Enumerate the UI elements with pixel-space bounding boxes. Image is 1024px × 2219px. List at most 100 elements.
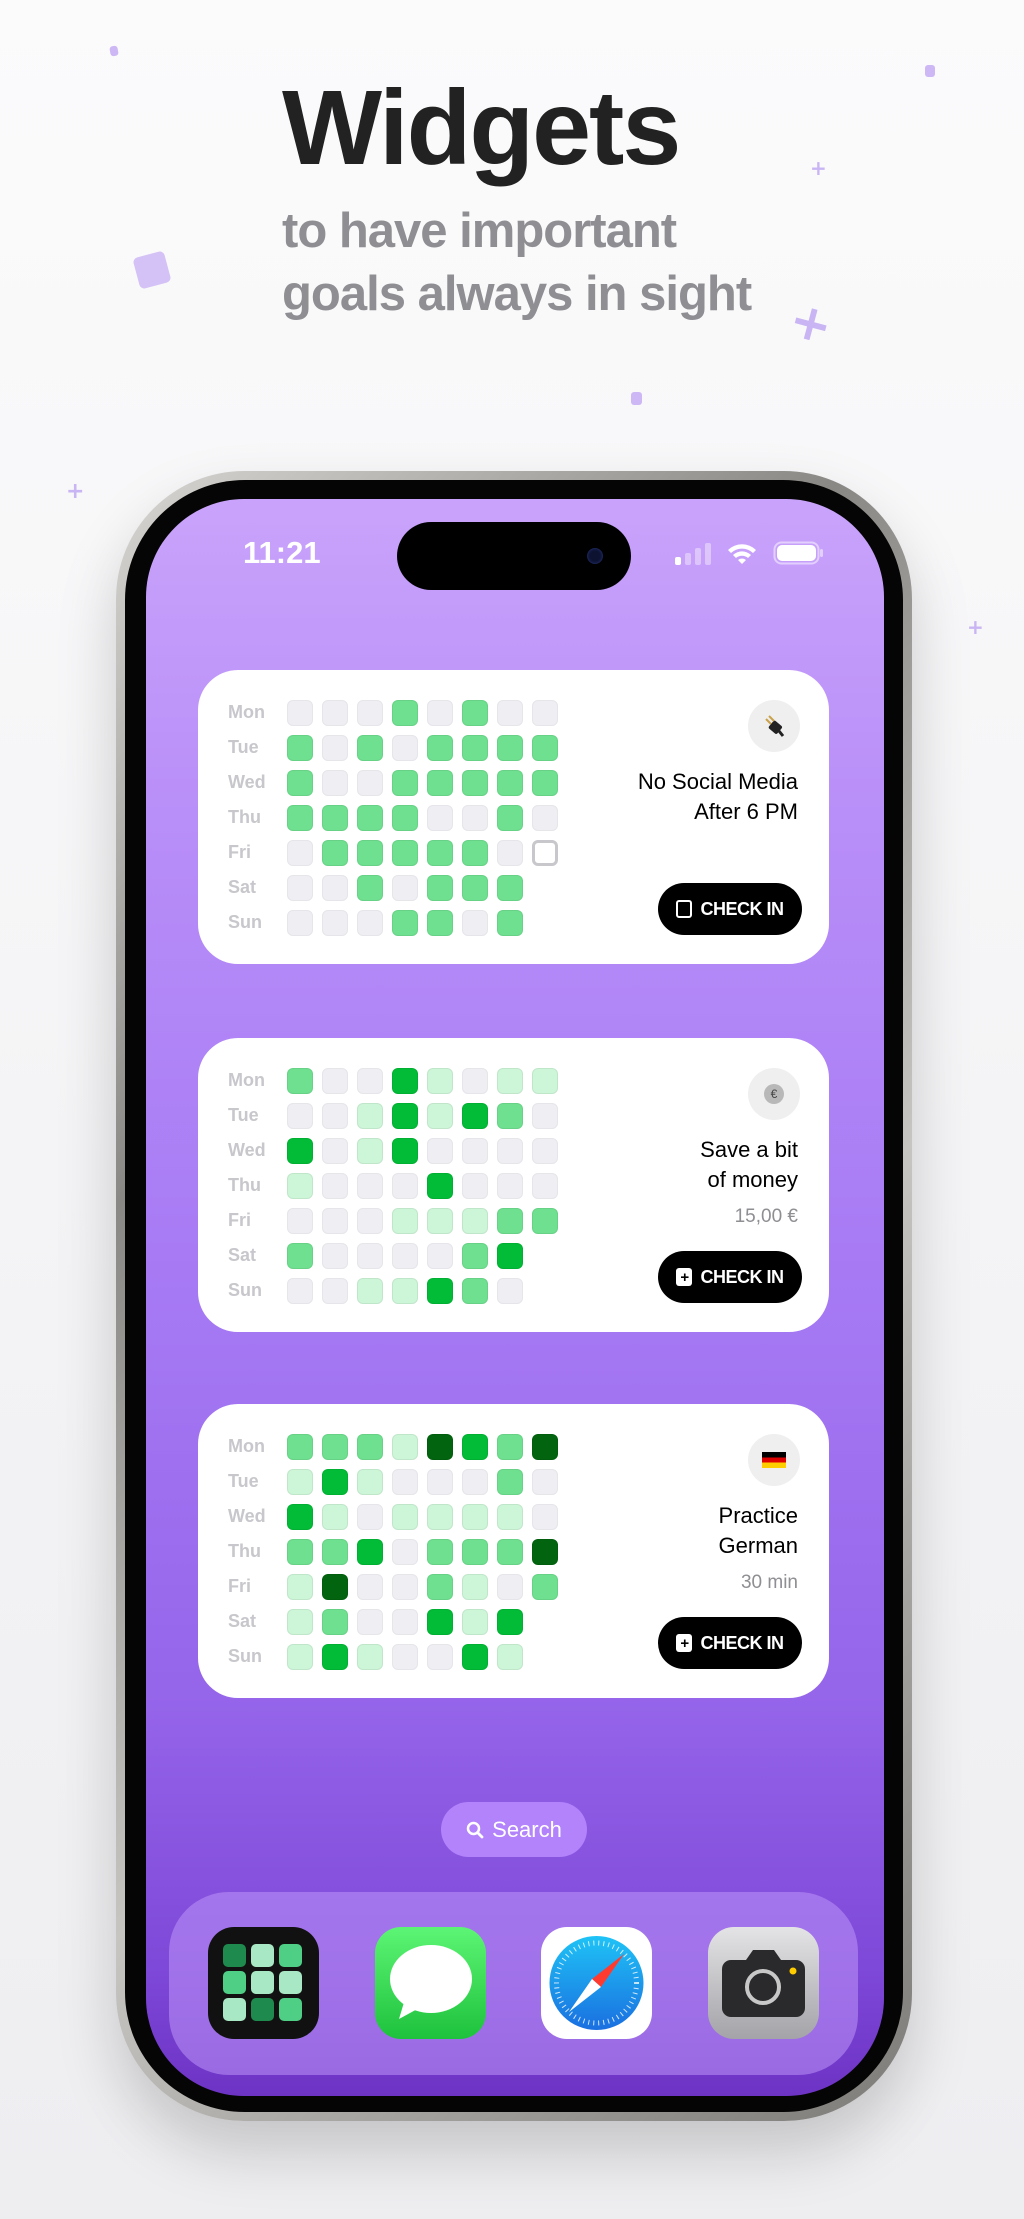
battery-icon xyxy=(773,541,823,565)
heatmap-cell xyxy=(287,1644,313,1670)
heatmap-cell xyxy=(322,875,348,901)
heatmap-cell xyxy=(357,1278,383,1304)
heatmap-cell xyxy=(287,1243,313,1269)
heatmap-cell xyxy=(462,840,488,866)
heatmap-cell xyxy=(427,1243,453,1269)
widget-subtitle: 30 min xyxy=(740,1572,798,1593)
app-grid-cell xyxy=(251,1971,274,1994)
heatmap-cell xyxy=(497,1469,523,1495)
decor-cross: + xyxy=(783,289,839,357)
heatmap-cell xyxy=(497,1434,523,1460)
search-button[interactable]: Search xyxy=(441,1802,587,1857)
heatmap-cell xyxy=(392,1278,418,1304)
heatmap-cell xyxy=(322,770,348,796)
heatmap-cell xyxy=(427,1278,453,1304)
search-label: Search xyxy=(492,1816,562,1842)
decor-square xyxy=(925,65,935,77)
heatmap-cell xyxy=(427,1068,453,1094)
day-label: Fri xyxy=(228,1576,252,1596)
camera-app-icon[interactable] xyxy=(708,1927,819,2039)
check-in-button[interactable]: CHECK IN xyxy=(658,883,802,935)
heatmap-cell xyxy=(532,1068,558,1094)
heatmap-cell xyxy=(427,1574,453,1600)
decor-cross: + xyxy=(810,156,827,180)
plug-icon xyxy=(748,700,800,752)
heatmap-cell xyxy=(497,910,523,936)
habit-grid-app-icon[interactable] xyxy=(208,1927,319,2039)
day-label: Sat xyxy=(228,1245,257,1265)
day-label: Tue xyxy=(228,1471,259,1491)
widget-title: Save a bit xyxy=(700,1137,798,1162)
check-in-button[interactable]: + CHECK IN xyxy=(658,1251,802,1303)
heatmap-cell xyxy=(357,1574,383,1600)
heatmap-cell xyxy=(392,840,418,866)
heatmap-cell xyxy=(427,1138,453,1164)
messages-app-icon[interactable] xyxy=(375,1927,486,2039)
heatmap-cell xyxy=(322,910,348,936)
wifi-icon xyxy=(728,544,756,564)
heatmap-cell xyxy=(497,875,523,901)
app-grid-cell xyxy=(279,1971,302,1994)
habit-widget[interactable]: Mon Tue Wed Thu Fri Sat Sun Practice German 30 mi… xyxy=(198,1404,829,1698)
heatmap-cell xyxy=(462,1609,488,1635)
heatmap-cell xyxy=(462,1173,488,1199)
heatmap-cell xyxy=(357,910,383,936)
heatmap-cell xyxy=(497,1138,523,1164)
heatmap-cell xyxy=(287,700,313,726)
heatmap-cell xyxy=(427,840,453,866)
heatmap-cell xyxy=(497,770,523,796)
today-cell[interactable] xyxy=(532,840,558,866)
heatmap-cell xyxy=(322,840,348,866)
heatmap-cell xyxy=(497,1208,523,1234)
heatmap-cell xyxy=(462,1574,488,1600)
heatmap-cell xyxy=(532,1138,558,1164)
heatmap-cell xyxy=(322,805,348,831)
heatmap-cell xyxy=(462,1208,488,1234)
heatmap-cell xyxy=(462,1644,488,1670)
heatmap-cell xyxy=(392,1434,418,1460)
heatmap-cell xyxy=(392,1469,418,1495)
safari-app-icon[interactable] xyxy=(541,1927,652,2039)
day-label: Wed xyxy=(228,1140,266,1160)
heatmap-cell xyxy=(322,1644,348,1670)
habit-widget[interactable]: Mon Tue Wed Thu Fri Sat Sun No Social Media Afte… xyxy=(198,670,829,964)
heatmap-cell xyxy=(357,700,383,726)
heatmap-cell xyxy=(287,770,313,796)
heatmap-cell xyxy=(497,1068,523,1094)
heatmap-cell xyxy=(287,1504,313,1530)
heatmap-cell xyxy=(497,1278,523,1304)
heatmap-cell xyxy=(322,1068,348,1094)
heatmap-cell xyxy=(427,1103,453,1129)
heatmap-cell xyxy=(532,735,558,761)
heatmap-cell xyxy=(287,1208,313,1234)
empty-square-icon xyxy=(676,900,693,918)
habit-widget[interactable]: Mon Tue Wed Thu Fri Sat Sun € Save a bit of money… xyxy=(198,1038,829,1332)
heatmap-cell xyxy=(532,1173,558,1199)
check-in-button[interactable]: + CHECK IN xyxy=(658,1617,802,1669)
decor-square xyxy=(631,392,642,405)
heatmap-cell xyxy=(392,910,418,936)
heatmap-cell xyxy=(357,840,383,866)
heatmap-cell xyxy=(322,1609,348,1635)
heatmap-cell xyxy=(322,1103,348,1129)
heatmap-cell xyxy=(357,1504,383,1530)
heatmap-cell xyxy=(392,1103,418,1129)
heatmap-cell xyxy=(357,1173,383,1199)
heatmap-cell xyxy=(427,770,453,796)
heatmap-cell xyxy=(392,735,418,761)
heatmap-cell xyxy=(287,805,313,831)
heatmap-cell xyxy=(497,840,523,866)
heatmap-cell xyxy=(357,1469,383,1495)
heatmap-cell xyxy=(392,1644,418,1670)
heatmap-cell xyxy=(532,770,558,796)
heatmap-cell xyxy=(462,910,488,936)
app-grid-cell xyxy=(223,1944,246,1967)
heatmap-cell xyxy=(532,1539,558,1565)
home-screen: 11:21 Mon Tue Wed Thu Fri Sat Sun No Social Med… xyxy=(146,499,884,2096)
heatmap-cell xyxy=(427,1434,453,1460)
heatmap-cell xyxy=(462,735,488,761)
dock xyxy=(169,1892,858,2075)
day-label: Thu xyxy=(228,1175,261,1195)
heatmap-cell xyxy=(497,1173,523,1199)
heatmap-cell xyxy=(392,1243,418,1269)
